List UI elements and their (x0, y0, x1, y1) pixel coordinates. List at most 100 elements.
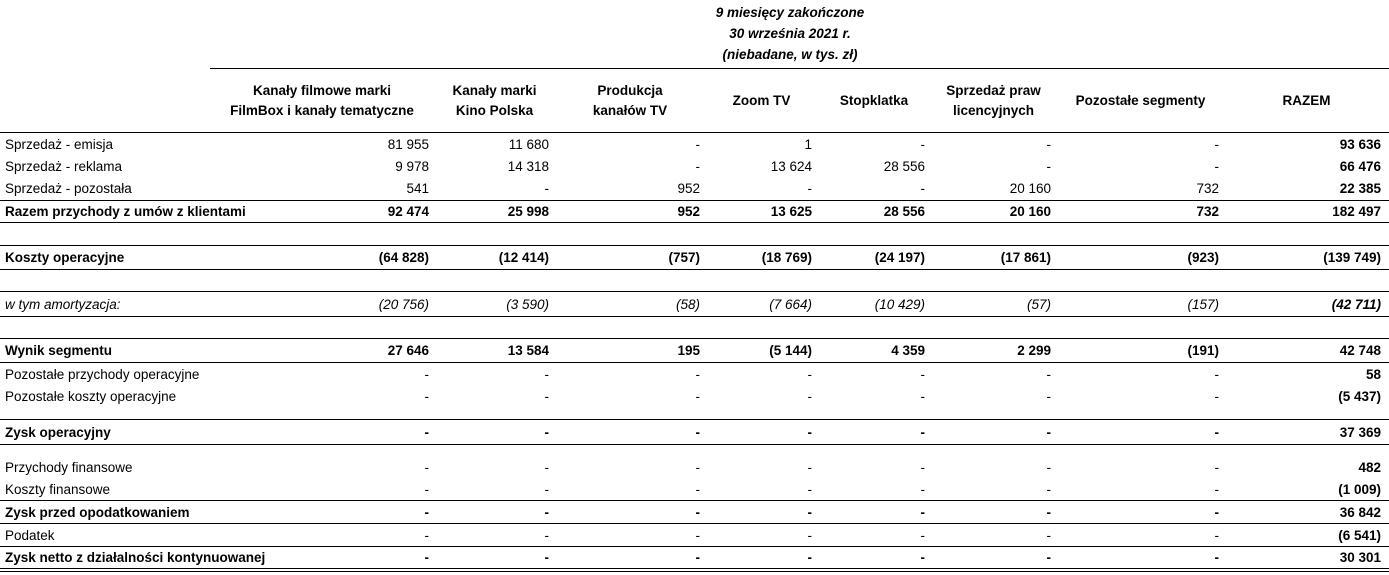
value-cell (210, 270, 435, 292)
row-label: Koszty finansowe (5, 481, 111, 497)
table-row: Przychody finansowe - - - - - - - 482 (0, 457, 1389, 479)
value-cell (706, 445, 818, 457)
total-cell (1225, 270, 1389, 292)
column-header: Stopklatka (818, 68, 931, 133)
spacer-row (0, 408, 1389, 420)
value-cell: - (1046, 366, 1052, 382)
column-header-line: kanałów TV (592, 102, 668, 118)
value-cell: 11 680 (508, 136, 549, 152)
header-row: Kanały filmowe marki FilmBox i kanały tem… (0, 68, 1389, 133)
spacer-row (0, 223, 1389, 246)
value-cell: - (424, 366, 430, 382)
value-cell: - (920, 389, 926, 404)
value-cell: 195 (555, 338, 706, 363)
value-cell: - (424, 481, 430, 497)
spacer-row (0, 270, 1389, 292)
value-cell (818, 445, 931, 457)
row-label (0, 223, 210, 246)
column-header: Zoom TV (706, 68, 818, 133)
total-cell: (139 749) (1225, 245, 1389, 270)
row-label (0, 270, 210, 292)
value-cell: - (210, 523, 435, 547)
value-cell: - (544, 460, 550, 475)
value-cell: (18 769) (706, 245, 818, 270)
value-cell (555, 270, 706, 292)
value-cell (555, 317, 706, 339)
value-cell: - (435, 546, 555, 572)
value-cell: - (544, 481, 550, 497)
value-cell: - (1214, 159, 1220, 174)
value-cell (931, 317, 1057, 339)
column-header-line: Kino Polska (455, 102, 534, 118)
value-cell: - (807, 481, 813, 497)
value-cell: - (544, 181, 550, 197)
value-cell (1057, 408, 1225, 420)
table-row: Koszty finansowe - - - - - - - (1 009) (0, 479, 1389, 501)
value-cell: (57) (931, 291, 1057, 317)
table-row: Wynik segmentu 27 646 13 584 195 (5 144) 4 35… (0, 338, 1389, 363)
value-cell: 952 (555, 200, 706, 223)
value-cell: - (695, 366, 701, 382)
value-cell: - (1057, 500, 1225, 524)
value-cell (931, 445, 1057, 457)
value-cell: - (1046, 136, 1052, 152)
value-cell: (17 861) (931, 245, 1057, 270)
row-label (0, 317, 210, 339)
value-cell: (923) (1057, 245, 1225, 270)
value-cell: - (706, 500, 818, 524)
total-cell: (6 541) (1225, 523, 1389, 547)
total-cell: 182 497 (1225, 200, 1389, 223)
row-label: Koszty operacyjne (0, 245, 210, 270)
table-row: Pozostałe koszty operacyjne - - - - - - - (5 437… (0, 386, 1389, 408)
value-cell: - (1214, 460, 1220, 475)
value-cell: - (931, 523, 1057, 547)
total-cell: 93 636 (1339, 136, 1381, 152)
total-cell: 37 369 (1225, 419, 1389, 445)
value-cell (210, 408, 435, 420)
row-label: Podatek (0, 523, 210, 547)
value-cell: (157) (1057, 291, 1225, 317)
value-cell: - (1057, 419, 1225, 445)
value-cell (931, 270, 1057, 292)
total-cell: 66 476 (1339, 159, 1381, 174)
value-cell (210, 223, 435, 246)
value-cell: - (695, 136, 701, 152)
column-header-line: Produkcja (597, 82, 663, 98)
value-cell: - (695, 481, 701, 497)
column-header-line: Kanały filmowe marki (252, 82, 392, 98)
value-cell (555, 223, 706, 246)
value-cell (1057, 445, 1225, 457)
row-label: Zysk netto z działalności kontynuowanej (0, 546, 265, 572)
value-cell: 28 556 (883, 159, 925, 174)
value-cell: 732 (1057, 200, 1225, 223)
period-title-line: 30 września 2021 r. (729, 26, 851, 41)
value-cell: - (555, 419, 706, 445)
value-cell: 92 474 (210, 200, 435, 223)
value-cell: (58) (555, 291, 706, 317)
row-label: w tym amortyzacja: (0, 291, 210, 317)
table-row: Zysk operacyjny - - - - - - -37 369 (0, 419, 1389, 445)
value-cell: (757) (555, 245, 706, 270)
period-title-line: (niebadane, w tys. zł) (722, 47, 858, 62)
row-label: Sprzedaż - emisja (5, 136, 114, 152)
value-cell (435, 408, 555, 420)
value-cell: 13 584 (435, 338, 555, 363)
value-cell: (5 144) (706, 338, 818, 363)
total-cell (1225, 445, 1389, 457)
column-header-line: Pozostałe segmenty (1075, 92, 1206, 108)
value-cell: - (807, 181, 813, 197)
value-cell: - (931, 500, 1057, 524)
value-cell: - (424, 389, 430, 404)
value-cell: - (210, 500, 435, 524)
value-cell: - (706, 419, 818, 445)
row-label: Razem przychody z umów z klientami (0, 200, 246, 223)
value-cell: (7 664) (706, 291, 818, 317)
total-cell: (42 711) (1225, 291, 1389, 317)
value-cell: - (435, 500, 555, 524)
value-cell: - (1214, 136, 1220, 152)
value-cell (1057, 317, 1225, 339)
value-cell: - (210, 419, 435, 445)
value-cell (555, 408, 706, 420)
column-header-line: Kanały marki (452, 82, 537, 98)
total-cell: (1 009) (1338, 481, 1381, 497)
